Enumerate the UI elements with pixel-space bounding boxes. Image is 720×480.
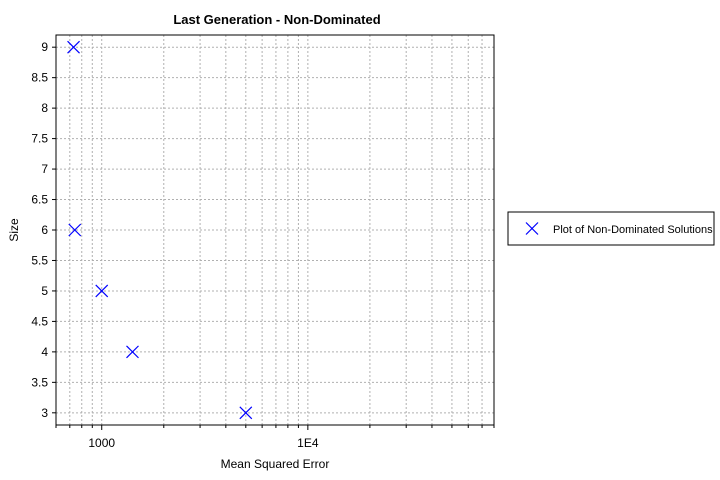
axis-ticks: 3 3.5 4 4.5 5 5.5 6 6.5 7 7.5 8 8.5 9 1000 1E4 <box>31 40 495 450</box>
legend-marker-glyph <box>525 222 539 235</box>
chart-title: Last Generation - Non-Dominated <box>173 12 380 27</box>
y-tick-label: 8.5 <box>31 71 48 85</box>
data-point-marker <box>67 40 80 54</box>
data-point-marker <box>126 345 139 359</box>
data-point-marker <box>239 406 253 420</box>
grid <box>55 35 495 425</box>
y-tick-label: 3.5 <box>31 375 48 389</box>
y-tick-label: 7.5 <box>31 132 48 146</box>
x-tick-label: 1000 <box>88 436 115 450</box>
y-tick-label: 7 <box>41 162 48 176</box>
y-tick-label: 8 <box>41 101 48 115</box>
y-tick-label: 4 <box>41 345 48 359</box>
y-tick-label: 4.5 <box>31 314 48 328</box>
legend-box <box>507 211 715 246</box>
legend-x-marker-icon <box>525 222 539 235</box>
y-tick-label: 6.5 <box>31 193 48 207</box>
y-tick-label: 5.5 <box>31 253 48 267</box>
y-axis-label: Size <box>7 218 21 242</box>
x-axis-label: Mean Squared Error <box>221 457 330 471</box>
data-markers <box>67 40 253 420</box>
y-tick-label: 9 <box>41 40 48 54</box>
data-point-marker <box>68 223 82 237</box>
y-tick-label: 5 <box>41 284 48 298</box>
y-tick-label: 6 <box>41 223 48 237</box>
x-tick-label: 1E4 <box>297 436 319 450</box>
data-point-marker <box>95 284 109 298</box>
y-tick-label: 3 <box>41 406 48 420</box>
legend: Plot of Non-Dominated Solutions <box>507 211 715 246</box>
legend-label: Plot of Non-Dominated Solutions <box>553 224 713 236</box>
